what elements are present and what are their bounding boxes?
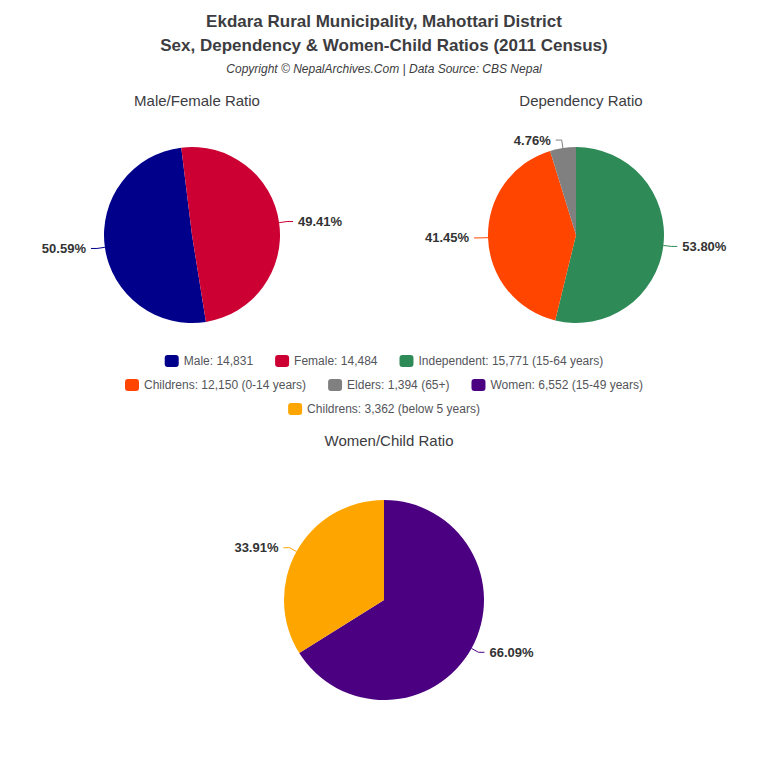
svg-text:Women/Child Ratio: Women/Child Ratio: [325, 432, 454, 449]
svg-text:Childrens: 3,362 (below 5 year: Childrens: 3,362 (below 5 years): [307, 402, 480, 416]
svg-text:66.09%: 66.09%: [489, 645, 534, 660]
svg-text:Ekdara Rural Municipality, Mah: Ekdara Rural Municipality, Mahottari Dis…: [206, 12, 562, 31]
svg-text:53.80%: 53.80%: [682, 239, 727, 254]
svg-text:Female: 14,484: Female: 14,484: [294, 354, 378, 368]
svg-text:41.45%: 41.45%: [425, 230, 470, 245]
svg-text:Childrens: 12,150 (0-14 years): Childrens: 12,150 (0-14 years): [144, 378, 306, 392]
svg-text:Male: 14,831: Male: 14,831: [184, 354, 254, 368]
svg-text:Copyright © NepalArchives.Com: Copyright © NepalArchives.Com | Data Sou…: [226, 62, 542, 76]
svg-text:49.41%: 49.41%: [298, 214, 343, 229]
svg-text:4.76%: 4.76%: [514, 133, 551, 148]
svg-text:50.59%: 50.59%: [42, 241, 87, 256]
svg-text:Sex, Dependency & Women-Child: Sex, Dependency & Women-Child Ratios (20…: [160, 36, 607, 55]
svg-text:Male/Female Ratio: Male/Female Ratio: [134, 92, 260, 109]
svg-text:33.91%: 33.91%: [234, 540, 279, 555]
svg-text:Dependency Ratio: Dependency Ratio: [519, 92, 642, 109]
svg-text:Independent: 15,771 (15-64 yea: Independent: 15,771 (15-64 years): [418, 354, 603, 368]
svg-text:Women: 6,552 (15-49 years): Women: 6,552 (15-49 years): [490, 378, 643, 392]
svg-text:Elders: 1,394 (65+): Elders: 1,394 (65+): [347, 378, 449, 392]
